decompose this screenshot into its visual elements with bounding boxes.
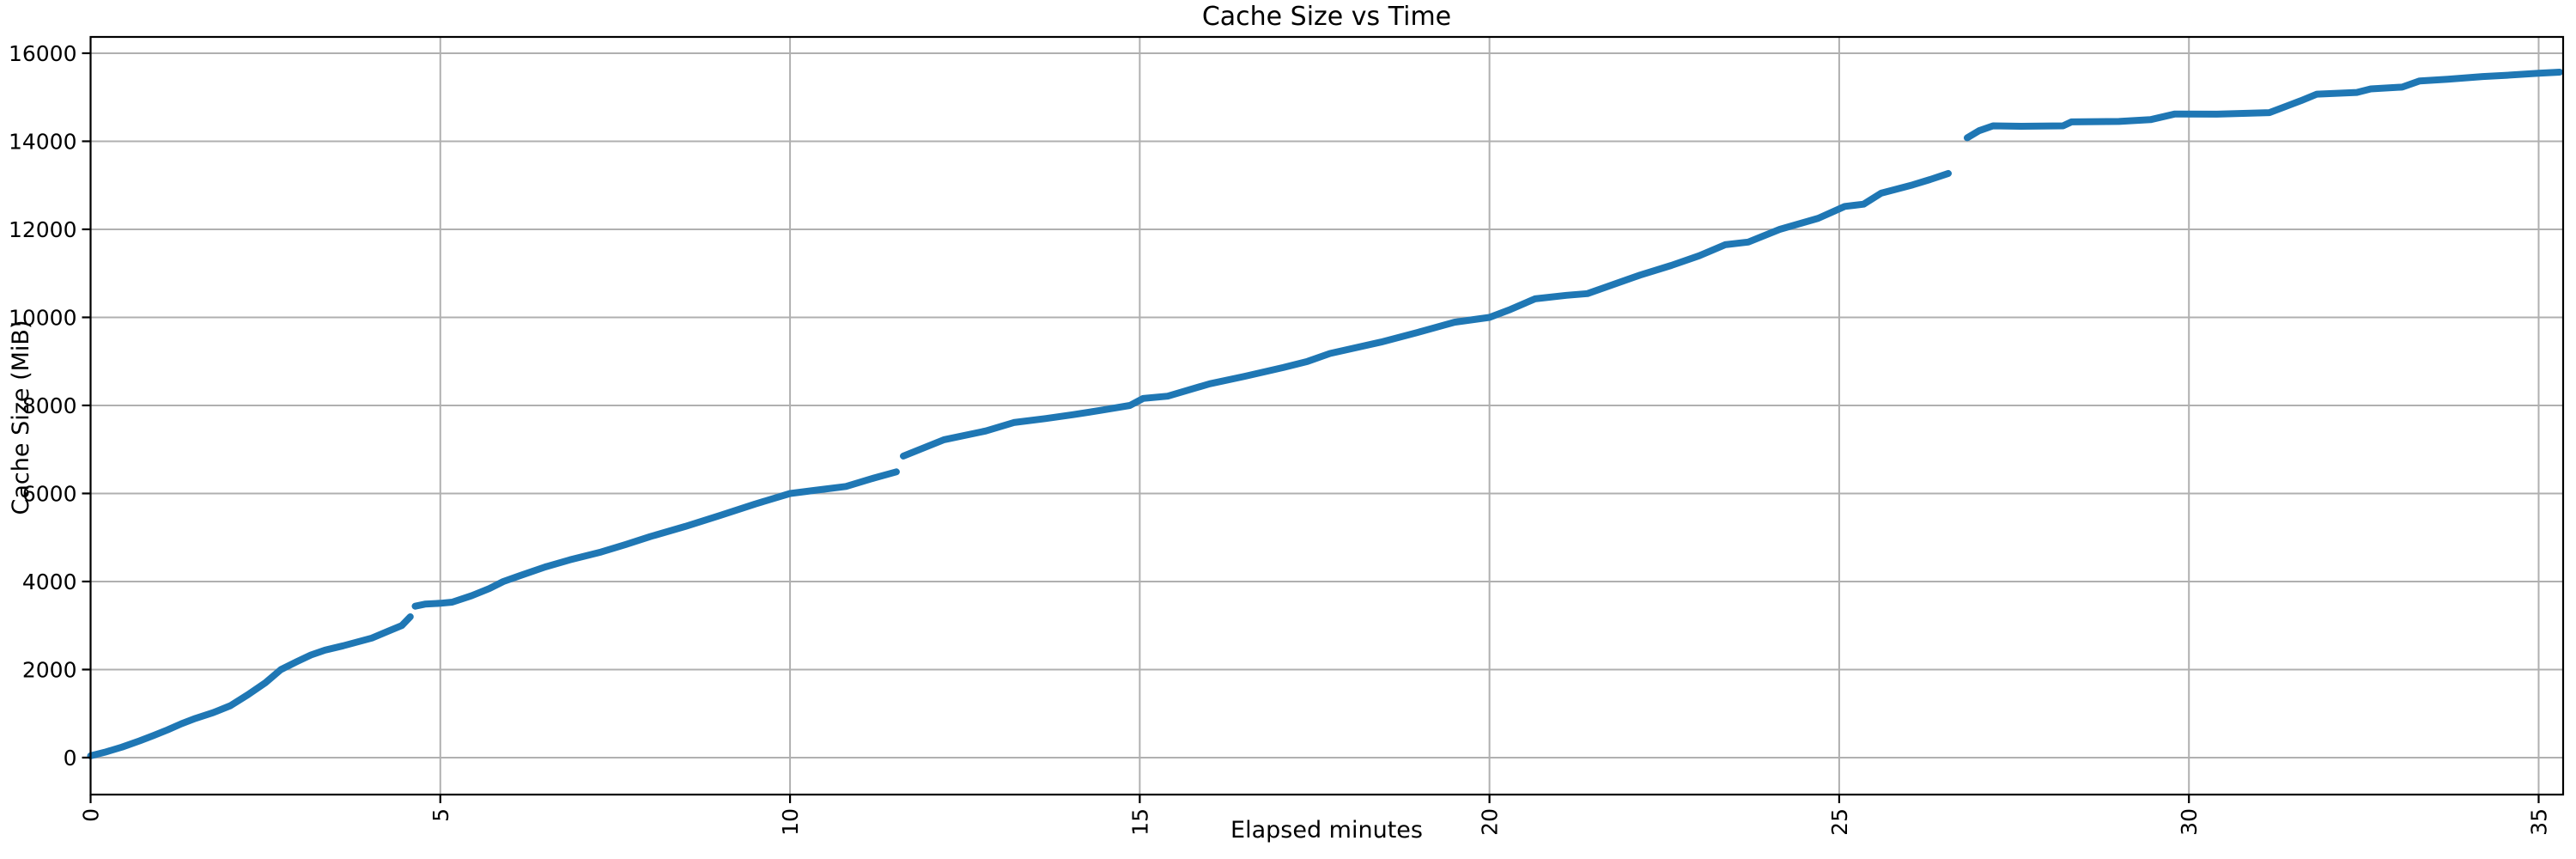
x-tick-label-25: 25: [1827, 808, 1852, 836]
y-tick-labels: 0 2000 4000 6000 8000 10000 12000 14000 16000: [9, 41, 77, 771]
y-tick-label-0: 0: [64, 746, 77, 771]
x-tick-label-35: 35: [2526, 808, 2551, 836]
y-gridlines: [90, 52, 2563, 758]
cache-size-line-segment-1: [87, 613, 414, 759]
x-tick-label-30: 30: [2177, 808, 2202, 836]
y-tick-label-10000: 10000: [9, 305, 77, 330]
y-axis-ticks: [82, 52, 91, 759]
x-gridlines: [89, 37, 2540, 795]
plot-border: [89, 35, 2565, 796]
x-axis-label: Elapsed minutes: [1230, 817, 1423, 844]
chart-title: Cache Size vs Time: [1202, 2, 1451, 32]
y-tick-label-14000: 14000: [9, 129, 77, 154]
x-tick-label-15: 15: [1127, 808, 1152, 836]
y-tick-label-12000: 12000: [9, 217, 77, 242]
y-tick-label-6000: 6000: [22, 481, 77, 506]
x-tick-label-10: 10: [778, 808, 803, 836]
y-axis-label: Cache Size (MiB): [8, 320, 34, 515]
x-tick-label-5: 5: [428, 808, 453, 822]
y-tick-label-2000: 2000: [22, 657, 77, 682]
cache-size-line-segment-4: [1964, 69, 2563, 142]
y-tick-label-16000: 16000: [9, 41, 77, 66]
x-tick-label-20: 20: [1478, 808, 1503, 836]
x-tick-label-0: 0: [79, 808, 104, 822]
y-tick-label-4000: 4000: [22, 570, 77, 594]
x-axis-ticks: [89, 795, 2540, 803]
cache-size-line-segment-3: [900, 169, 1952, 460]
x-tick-labels: 0 5 10 15 20 25 30 35: [79, 808, 2552, 836]
cache-size-line-segment-2: [411, 468, 900, 610]
y-tick-label-8000: 8000: [22, 393, 77, 418]
line-series: [87, 69, 2563, 759]
